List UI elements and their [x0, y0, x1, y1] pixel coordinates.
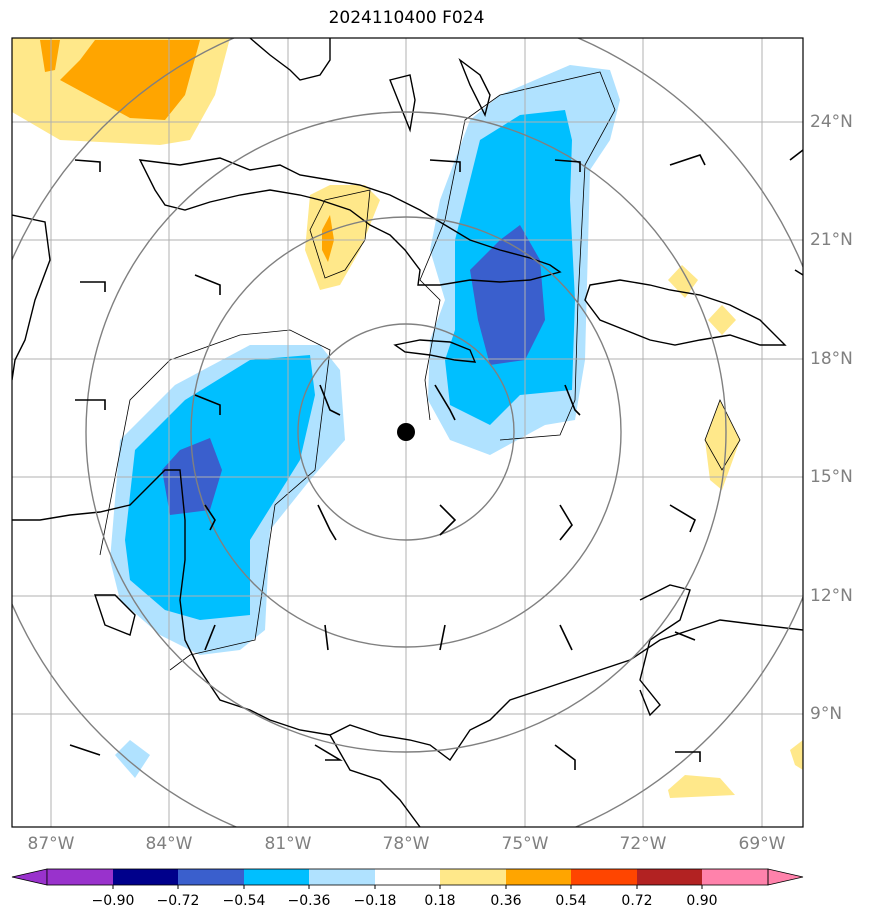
lat-label: 15°N — [810, 467, 853, 487]
positive-region-se — [668, 775, 735, 798]
wind-barb — [434, 384, 456, 421]
lon-label: 84°W — [145, 834, 193, 854]
coast-jamaica — [393, 339, 477, 363]
negative-core-east — [470, 225, 545, 365]
coast-puerto-rico — [794, 269, 803, 276]
colorbar-segment — [178, 869, 244, 885]
wind-barb — [675, 751, 701, 762]
map-frame — [11, 37, 804, 828]
wind-barb — [674, 631, 696, 641]
positive-region-hispaniola — [668, 265, 698, 298]
lat-label: 9°N — [810, 704, 843, 724]
contour-lines — [99, 71, 741, 671]
positive-core-cuba — [322, 215, 334, 262]
range-rings — [12, 38, 803, 827]
wind-barb — [75, 399, 106, 410]
colorbar-tick-label: −0.72 — [156, 893, 200, 909]
coast-florida — [249, 38, 331, 81]
graticule — [12, 38, 803, 827]
colorbar-tick-label: 0.18 — [424, 893, 456, 909]
colorbar-segment — [702, 869, 768, 885]
lon-label: 69°W — [738, 834, 786, 854]
wind-barb — [324, 624, 329, 651]
colorbar-tick-label: 0.54 — [555, 893, 587, 909]
wind-barb — [789, 149, 803, 161]
wind-barb — [204, 624, 216, 651]
wind-barb — [74, 159, 101, 172]
map-title: 2024110400 F024 — [328, 8, 485, 28]
positive-region-mona — [708, 305, 736, 335]
wind-barb — [439, 624, 446, 651]
colorbar-segment — [506, 869, 571, 885]
wind-barb — [559, 624, 573, 651]
colorbar-segment — [375, 869, 440, 885]
coast-venezuela — [639, 584, 691, 717]
lat-label: 21°N — [810, 230, 853, 250]
colorbar-high-extension — [767, 868, 804, 886]
wind-barb — [554, 744, 576, 770]
lat-label: 18°N — [810, 349, 853, 369]
colorbar-segment — [47, 869, 113, 885]
wind-barb — [564, 384, 581, 416]
wind-barb — [669, 154, 706, 166]
negative-mid-west — [125, 355, 315, 620]
coast-hispaniola — [584, 279, 787, 346]
coast-panama-south — [329, 734, 421, 827]
colorbar-segment — [440, 869, 506, 885]
positive-core-nw — [40, 40, 200, 120]
coast-yucatan — [12, 214, 51, 381]
colorbar-tick-label: 0.72 — [621, 893, 653, 909]
colorbar-tick-label: 0.90 — [686, 893, 718, 909]
wind-barb — [69, 744, 101, 756]
colorbar-segment — [244, 869, 309, 885]
negative-region-sw — [115, 740, 150, 778]
wind-barb — [314, 744, 343, 761]
coastlines — [12, 38, 803, 827]
wind-barb — [429, 159, 461, 172]
lon-label: 75°W — [501, 834, 549, 854]
lon-label: 81°W — [264, 834, 312, 854]
wind-barbs — [69, 149, 803, 770]
coast-central-america — [12, 469, 803, 762]
coast-bahamas-b — [458, 57, 491, 118]
wind-barb — [204, 504, 216, 531]
contour-fills — [12, 38, 803, 798]
coast-cuba — [138, 157, 562, 286]
colorbar-segment — [113, 869, 178, 885]
wind-barb — [554, 159, 581, 172]
wind-barb — [80, 281, 106, 292]
colorbar — [11, 868, 804, 889]
wind-barb — [559, 504, 573, 541]
positive-region-cuba — [305, 185, 380, 290]
wind-barb — [194, 274, 221, 295]
lon-label: 72°W — [619, 834, 667, 854]
colorbar-tick-label: −0.54 — [222, 893, 266, 909]
colorbar-segment — [637, 869, 702, 885]
colorbar-tick-label: 0.36 — [490, 893, 522, 909]
wind-barb — [194, 394, 221, 415]
storm-center-marker — [397, 423, 415, 441]
colorbar-tick-label: −0.18 — [353, 893, 397, 909]
colorbar-tick-label: −0.90 — [91, 893, 135, 909]
lon-label: 87°W — [27, 834, 75, 854]
colorbar-tick-label: −0.36 — [287, 893, 331, 909]
wind-barb — [669, 504, 697, 533]
coast-nicaragua-lake — [94, 594, 136, 636]
wind-barb — [317, 504, 337, 541]
lat-label: 24°N — [810, 112, 853, 132]
colorbar-low-extension — [11, 868, 48, 886]
wind-barb — [439, 504, 457, 536]
colorbar-segment — [571, 869, 637, 885]
lon-label: 78°W — [382, 834, 430, 854]
wind-barb — [319, 384, 341, 416]
positive-region-far-east — [790, 740, 803, 770]
coast-bahamas-a — [389, 74, 416, 133]
colorbar-segment — [309, 869, 375, 885]
lat-label: 12°N — [810, 586, 853, 606]
